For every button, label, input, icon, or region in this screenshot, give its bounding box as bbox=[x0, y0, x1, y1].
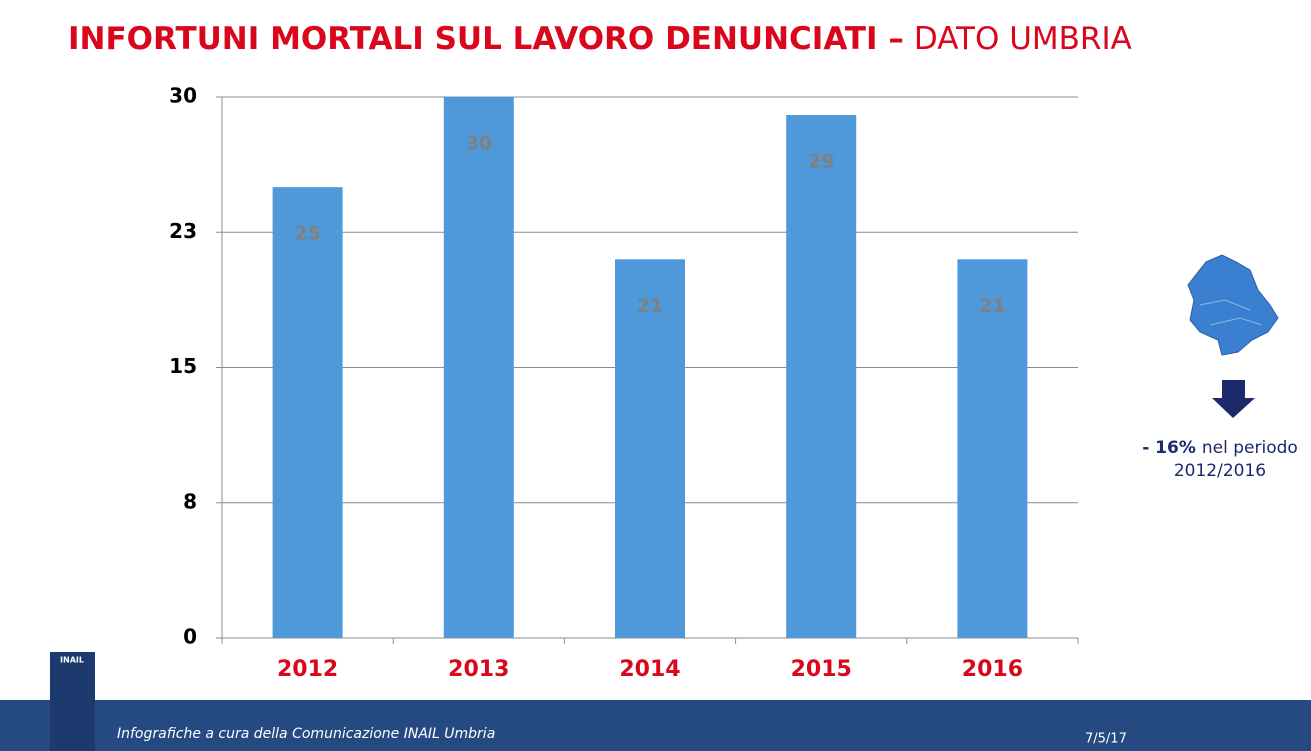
x-tick-label: 2016 bbox=[962, 657, 1023, 682]
map-borders bbox=[1199, 299, 1263, 326]
side-note-line1: - 16% nel periodo bbox=[1142, 438, 1298, 458]
y-tick-label: 30 bbox=[169, 84, 197, 108]
y-tick-label: 23 bbox=[169, 219, 197, 243]
footer-band bbox=[0, 700, 1311, 751]
bar bbox=[272, 187, 343, 638]
side-period: 2012/2016 bbox=[1174, 461, 1266, 481]
data-label: 29 bbox=[808, 151, 834, 173]
data-label: 21 bbox=[979, 295, 1005, 317]
logo-text: INAIL bbox=[60, 656, 84, 665]
map-shape bbox=[1187, 254, 1279, 356]
down-arrow bbox=[1212, 380, 1255, 418]
y-tick-label: 0 bbox=[183, 625, 197, 649]
data-label: 21 bbox=[637, 295, 663, 317]
y-tick-label: 8 bbox=[183, 489, 197, 513]
logo-box bbox=[50, 652, 95, 751]
x-tick-label: 2012 bbox=[277, 657, 338, 682]
x-tick-label: 2013 bbox=[448, 657, 509, 682]
bar bbox=[786, 115, 857, 639]
bar bbox=[615, 259, 685, 638]
side-highlight: - 16% bbox=[1142, 438, 1196, 458]
data-label: 30 bbox=[466, 133, 492, 155]
footer-date: 7/5/17 bbox=[1085, 732, 1127, 747]
side-text: nel periodo bbox=[1202, 438, 1298, 458]
x-tick-label: 2014 bbox=[619, 657, 680, 682]
title-sub: DATO UMBRIA bbox=[914, 21, 1132, 57]
chart-title: INFORTUNI MORTALI SUL LAVORO DENUNCIATI … bbox=[68, 21, 1132, 57]
x-tick-label: 2015 bbox=[791, 657, 852, 682]
data-label: 25 bbox=[294, 223, 320, 245]
bar bbox=[443, 97, 514, 638]
y-tick-label: 15 bbox=[169, 354, 197, 378]
bar bbox=[957, 259, 1028, 638]
title-main: INFORTUNI MORTALI SUL LAVORO DENUNCIATI … bbox=[68, 21, 904, 57]
umbria-map bbox=[1187, 254, 1279, 356]
footer-credit: Infografiche a cura della Comunicazione … bbox=[117, 726, 495, 742]
